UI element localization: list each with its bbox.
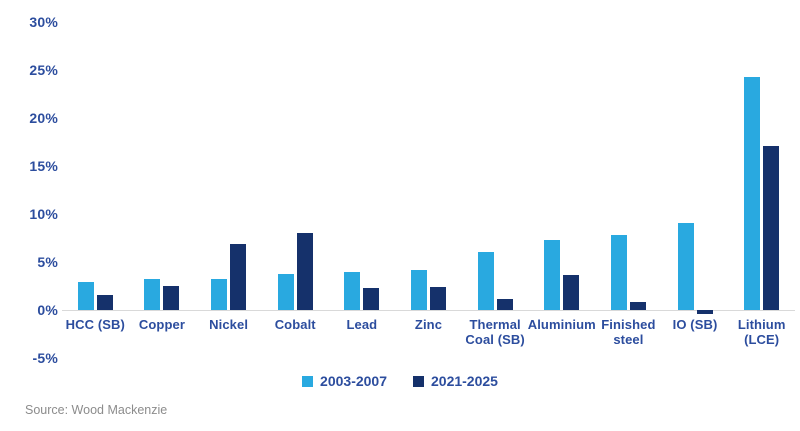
category-label: Copper bbox=[138, 317, 185, 332]
y-tick-label: 20% bbox=[29, 110, 58, 126]
legend-swatch-light-blue bbox=[302, 375, 314, 387]
bar-2003-2007 bbox=[544, 239, 561, 310]
bar-group bbox=[462, 252, 529, 310]
bar-2021-2025 bbox=[230, 243, 247, 310]
category-label: IO (SB) bbox=[672, 317, 718, 332]
bar-2021-2025 bbox=[763, 145, 780, 310]
bar-group bbox=[595, 235, 662, 310]
category-label: Finished steel bbox=[601, 317, 656, 348]
category-label: Lithium (LCE) bbox=[737, 317, 786, 348]
bar-2003-2007 bbox=[610, 235, 627, 310]
legend: 2003-2007 2021-2025 bbox=[0, 371, 800, 391]
category-label: HCC (SB) bbox=[65, 317, 125, 332]
y-tick-label: 5% bbox=[37, 254, 58, 270]
bar-2003-2007 bbox=[77, 282, 94, 310]
bar-2021-2025 bbox=[563, 275, 580, 310]
bar-group bbox=[129, 279, 196, 310]
source-note: Source: Wood Mackenzie bbox=[25, 403, 168, 417]
category-label: Zinc bbox=[414, 317, 443, 332]
bar-2003-2007 bbox=[744, 76, 761, 310]
y-tick-label: 10% bbox=[29, 206, 58, 222]
legend-label: 2021-2025 bbox=[431, 373, 498, 389]
bar-group bbox=[662, 222, 729, 314]
y-tick-label: 0% bbox=[37, 302, 58, 318]
y-tick-label: 25% bbox=[29, 62, 58, 78]
category-label: Nickel bbox=[209, 317, 249, 332]
category-label: Lead bbox=[346, 317, 378, 332]
bar-2021-2025 bbox=[296, 233, 313, 310]
bar-2003-2007 bbox=[477, 252, 494, 310]
bar-2003-2007 bbox=[211, 279, 228, 310]
category-label: Thermal Coal (SB) bbox=[465, 317, 525, 348]
bar-2021-2025 bbox=[96, 294, 113, 310]
category-label: Cobalt bbox=[274, 317, 316, 332]
bar-group bbox=[195, 243, 262, 310]
bar-2021-2025 bbox=[496, 299, 513, 310]
bar-group bbox=[262, 233, 329, 310]
bar-negative-2021-2025 bbox=[696, 310, 713, 314]
y-tick-label: 30% bbox=[29, 14, 58, 30]
bar-group bbox=[528, 239, 595, 310]
bar-2003-2007 bbox=[277, 274, 294, 310]
x-axis-baseline bbox=[62, 310, 795, 311]
bar-2003-2007 bbox=[410, 269, 427, 310]
bar-group bbox=[329, 271, 396, 310]
bar-2021-2025 bbox=[429, 286, 446, 310]
legend-swatch-dark-navy bbox=[413, 375, 424, 387]
y-tick-label: 15% bbox=[29, 158, 58, 174]
legend-label: 2003-2007 bbox=[320, 373, 387, 389]
bar-2003-2007 bbox=[344, 271, 361, 310]
bar-2003-2007 bbox=[144, 279, 161, 310]
y-tick-label: -5% bbox=[32, 350, 58, 366]
bar-2021-2025 bbox=[163, 286, 180, 310]
bar-2003-2007 bbox=[677, 222, 694, 310]
legend-entry-2021-2025: 2021-2025 bbox=[413, 373, 498, 389]
bar-2021-2025 bbox=[363, 287, 380, 310]
legend-entry-2003-2007: 2003-2007 bbox=[302, 373, 387, 389]
bar-group bbox=[62, 282, 129, 310]
category-label: Aluminium bbox=[527, 317, 596, 332]
bar-group bbox=[728, 76, 795, 310]
bar-group bbox=[395, 269, 462, 310]
bar-2021-2025 bbox=[629, 302, 646, 310]
